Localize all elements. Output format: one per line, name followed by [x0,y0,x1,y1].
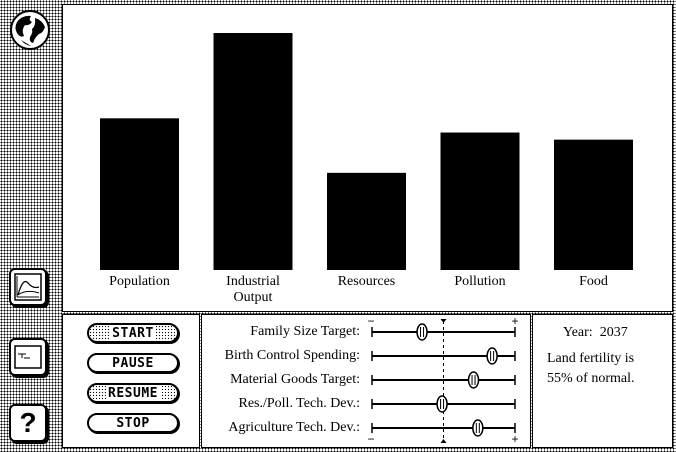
slider-0[interactable] [371,323,516,341]
slider-1[interactable] [371,347,516,365]
status-line-2: 55% of normal. [547,371,635,386]
slider-plus-label: + [511,315,518,328]
list-icon [14,345,42,369]
start-button[interactable]: START [87,323,179,343]
status-line-1: Land fertility is [547,351,635,366]
year-value: 2037 [599,325,628,340]
graph-view-button[interactable] [9,268,47,306]
slider-minus-label: − [367,315,374,328]
policy-slider-panel: Family Size Target: Birth Control Spendi… [201,314,531,448]
slider-thumb-4[interactable] [472,419,484,437]
bar-1 [213,33,293,270]
help-button[interactable]: ? [9,404,47,442]
slider-thumb-1[interactable] [486,347,498,365]
bar-0 [100,118,179,270]
slider-4[interactable] [371,419,516,437]
slider-thumb-0[interactable] [416,323,428,341]
info-panel: Year: 2037 Land fertility is 55% of norm… [532,314,673,448]
slider-minus-label-bottom: − [367,432,374,446]
slider-3[interactable] [371,395,516,413]
resume-button[interactable]: RESUME [87,383,179,403]
res-poll-tech-label: Res./Poll. Tech. Dev.: [238,396,360,411]
stop-button[interactable]: STOP [87,413,179,433]
bar-label-4: Food [579,274,608,289]
material-goods-label: Material Goods Target: [230,372,360,387]
help-icon: ? [19,407,37,438]
bar-4 [554,139,633,270]
bar-label-1-0: Industrial [226,274,280,289]
bar-label-3: Pollution [454,274,505,289]
control-panel: START PAUSE RESUME STOP [62,314,200,448]
bar-label-2: Resources [338,274,396,289]
slider-thumb-2[interactable] [467,371,480,389]
stop-label: STOP [116,415,150,431]
center-marker-bottom [440,439,447,443]
pause-button[interactable]: PAUSE [87,353,179,373]
year-readout: Year: 2037 [563,324,628,342]
birth-control-label: Birth Control Spending: [224,348,360,363]
agriculture-tech-label: Agriculture Tech. Dev.: [228,420,360,435]
globe-button[interactable] [9,9,51,51]
slider-plus-label-bottom: + [511,432,518,446]
sliders: − + − + [367,315,518,446]
bar-2 [327,172,406,270]
line-graph-icon [14,273,42,301]
year-label: Year: [563,325,593,340]
family-size-label: Family Size Target: [250,324,360,339]
slider-2[interactable] [371,371,516,389]
bar-label-0: Population [109,274,170,289]
slider-thumb-3[interactable] [436,395,448,413]
bar-label-1-1: Output [234,290,273,305]
globe-icon [10,10,50,50]
start-label: START [110,325,156,341]
center-marker-top [440,319,447,323]
list-view-button[interactable] [9,338,47,376]
chart-panel: Population Industrial Output Resources Pollu… [62,4,673,312]
bar-3 [440,132,520,270]
resume-label: RESUME [106,385,160,401]
pause-label: PAUSE [112,355,154,371]
